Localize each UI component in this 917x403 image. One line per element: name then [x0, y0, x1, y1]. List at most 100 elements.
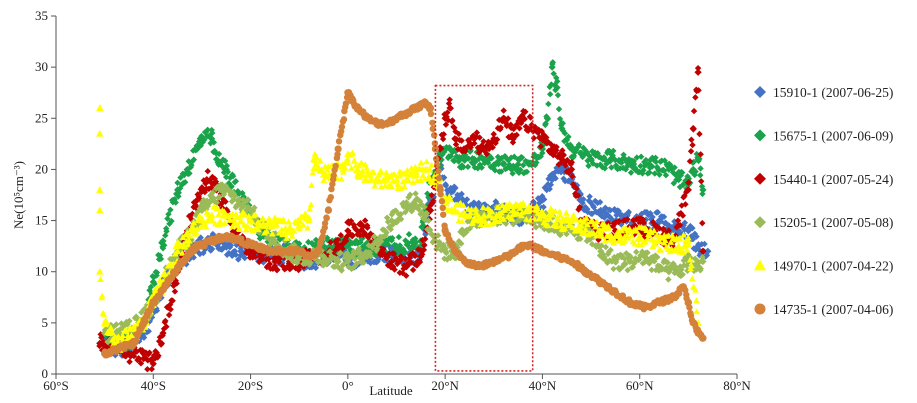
data-point [350, 248, 357, 255]
data-point [594, 199, 601, 207]
data-point [607, 150, 614, 157]
data-point [534, 205, 541, 211]
legend-label: 14735-1 (2007-04-06) [773, 302, 893, 317]
data-point [562, 162, 569, 169]
data-point [564, 156, 571, 164]
data-point [688, 136, 695, 143]
data-point [241, 211, 249, 218]
data-point [538, 145, 547, 153]
data-point [309, 169, 317, 176]
data-point [548, 176, 556, 184]
x-tick-label: 40°N [529, 378, 557, 393]
data-point [608, 233, 616, 240]
data-point [471, 140, 478, 147]
data-point [684, 298, 692, 306]
data-point [518, 218, 526, 225]
data-point [237, 216, 245, 224]
data-point [563, 209, 570, 216]
data-point [295, 240, 303, 247]
data-point [105, 329, 114, 337]
data-point [192, 229, 200, 236]
data-point [149, 278, 157, 286]
data-point [246, 247, 255, 255]
data-point [163, 323, 170, 330]
data-point [516, 156, 524, 163]
data-point [605, 222, 612, 229]
data-point [149, 309, 157, 317]
data-point [452, 148, 459, 155]
data-point [514, 120, 521, 128]
data-point [685, 179, 693, 186]
y-tick-label: 15 [35, 213, 48, 228]
data-point [538, 128, 545, 135]
data-point [640, 219, 648, 227]
data-point [621, 217, 629, 224]
data-point [660, 213, 668, 221]
data-point [519, 114, 527, 122]
data-point [570, 181, 577, 188]
data-point [581, 229, 588, 236]
data-point [183, 165, 191, 174]
data-point [690, 107, 698, 115]
data-point [162, 317, 169, 325]
data-point [664, 229, 671, 236]
data-point [349, 232, 356, 239]
data-point [458, 137, 465, 144]
data-point [442, 121, 450, 128]
data-point [671, 164, 678, 171]
legend-marker [754, 129, 766, 142]
data-point [684, 237, 693, 244]
data-point [650, 227, 658, 234]
data-point [344, 227, 352, 235]
data-point [441, 247, 449, 255]
data-point [679, 283, 688, 291]
data-point [344, 156, 352, 163]
data-point [207, 211, 216, 219]
data-point [412, 190, 419, 197]
data-point [690, 158, 697, 166]
data-point [228, 183, 235, 190]
data-point [520, 202, 528, 209]
data-point [140, 334, 148, 341]
data-point [611, 237, 618, 244]
data-point [417, 159, 425, 166]
data-point [100, 310, 108, 317]
data-point [297, 218, 304, 225]
data-point [685, 241, 693, 248]
data-point [342, 100, 350, 107]
data-point [648, 266, 655, 274]
data-point [235, 256, 242, 263]
data-point [636, 232, 644, 239]
highlight-box [434, 84, 534, 372]
data-point [601, 237, 609, 244]
legend-label: 14970-1 (2007-04-22) [773, 259, 893, 274]
data-point [281, 247, 289, 255]
data-point [553, 84, 561, 92]
data-point [360, 259, 367, 266]
data-point [458, 218, 466, 225]
data-point [699, 257, 707, 266]
data-point [271, 214, 279, 221]
data-point [308, 181, 315, 188]
data-point [451, 124, 458, 131]
data-point [665, 276, 672, 283]
data-point [574, 192, 582, 199]
data-point [397, 210, 405, 218]
data-point [554, 153, 561, 161]
data-point [644, 235, 652, 242]
x-axis-label: Latitude [369, 383, 413, 398]
data-point [511, 153, 518, 160]
data-point [348, 164, 355, 171]
data-point [395, 233, 403, 241]
data-point [470, 155, 478, 163]
data-point [279, 231, 286, 238]
data-point [598, 232, 605, 239]
data-point [530, 134, 538, 142]
data-point [315, 163, 322, 170]
data-point [319, 170, 328, 178]
data-point [208, 245, 216, 253]
data-point [364, 224, 371, 231]
data-point [389, 234, 396, 242]
data-point [570, 212, 577, 218]
x-tick-label: 80°N [723, 378, 751, 393]
